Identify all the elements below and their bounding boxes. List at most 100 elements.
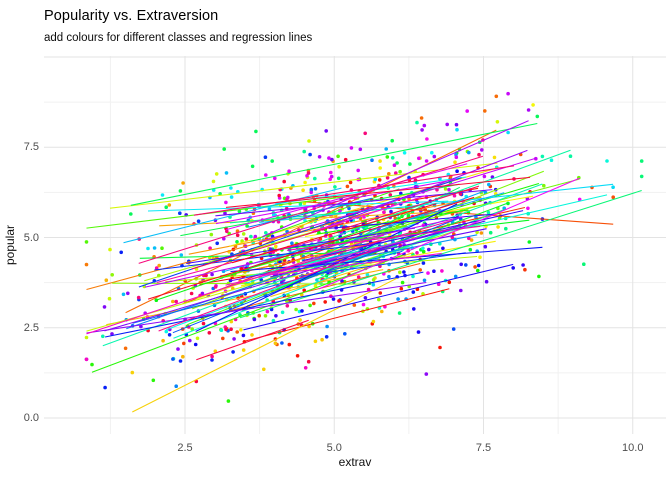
scatter-point: [273, 176, 277, 181]
scatter-point: [282, 179, 287, 184]
regression-line: [156, 221, 387, 301]
scatter-point: [271, 318, 276, 323]
scatter-point: [542, 183, 546, 188]
scatter-point: [157, 263, 161, 268]
scatter-point: [487, 182, 491, 187]
scatter-point: [252, 317, 257, 322]
scatter-point: [468, 247, 473, 252]
regression-line: [123, 187, 342, 244]
scatter-point: [250, 333, 254, 337]
scatter-point: [200, 291, 205, 296]
scatter-point: [482, 174, 487, 179]
regression-lines: [86, 120, 642, 413]
scatter-point: [210, 358, 214, 362]
scatter-point: [415, 120, 419, 125]
scatter-point: [328, 177, 333, 182]
scatter-point: [167, 333, 172, 337]
scatter-point: [207, 331, 212, 335]
scatter-point: [438, 241, 442, 246]
scatter-point: [201, 321, 206, 326]
scatter-point: [577, 197, 582, 202]
scatter-point: [352, 303, 357, 307]
regression-line: [139, 251, 361, 259]
scatter-point: [295, 354, 300, 358]
scatter-point: [101, 334, 105, 339]
scatter-point: [323, 300, 328, 304]
scatter-point: [171, 299, 175, 304]
scatter-point: [377, 178, 382, 182]
scatter-point: [160, 193, 165, 197]
scatter-point: [443, 187, 448, 191]
regression-line: [191, 222, 344, 270]
regression-line: [302, 210, 524, 262]
scatter-point: [294, 307, 298, 312]
scatter-point: [178, 359, 183, 363]
regression-line: [365, 178, 579, 237]
scatter-point: [119, 250, 123, 255]
scatter-point: [568, 154, 573, 158]
scatter-point: [526, 206, 530, 211]
chart-title: Popularity vs. Extraversion: [44, 8, 219, 24]
scatter-point: [231, 350, 235, 354]
regression-line: [193, 165, 515, 216]
scatter-point: [523, 267, 527, 272]
regression-line: [225, 176, 531, 208]
scatter-point: [399, 286, 404, 291]
scatter-point: [222, 236, 226, 241]
scatter-point: [305, 174, 309, 178]
scatter-point: [277, 193, 282, 198]
scatter-point: [280, 310, 285, 315]
scatter-point: [417, 156, 421, 161]
scatter-point: [225, 229, 229, 234]
scatter-point: [239, 328, 243, 332]
scatter-point: [257, 313, 262, 318]
scatter-point: [421, 292, 425, 296]
scatter-point: [418, 268, 423, 272]
scatter-point: [365, 272, 370, 277]
scatter-point: [421, 261, 426, 265]
scatter-point: [432, 154, 437, 159]
scatter-point: [392, 163, 397, 167]
regression-line: [196, 319, 309, 361]
scatter-point: [605, 159, 609, 163]
scatter-point: [306, 171, 311, 175]
y-tick-label: 2.5: [23, 321, 39, 334]
regression-line: [86, 281, 427, 334]
scatter-point: [245, 224, 249, 228]
scatter-point: [84, 262, 89, 267]
scatter-point: [320, 337, 324, 342]
scatter-point: [108, 247, 112, 252]
regression-line: [86, 194, 358, 229]
scatter-point: [254, 129, 258, 134]
scatter-point: [337, 299, 341, 303]
scatter-point: [196, 219, 201, 223]
scatter-point: [164, 329, 169, 334]
regression-line: [239, 189, 642, 319]
scatter-point: [307, 324, 311, 329]
scatter-point: [290, 241, 294, 245]
scatter-point: [129, 212, 133, 216]
scatter-point: [171, 357, 175, 361]
scatter-point: [451, 327, 456, 331]
scatter-point: [164, 205, 168, 209]
scatter-point: [639, 174, 644, 179]
scatter-point: [343, 332, 347, 336]
scatter-point: [329, 174, 334, 179]
scatter-point: [160, 246, 164, 250]
scatter-point: [371, 319, 376, 324]
scatter-point: [382, 210, 386, 214]
regression-line: [341, 185, 480, 230]
scatter-point: [309, 187, 314, 192]
scatter-point: [265, 309, 270, 314]
scatter-point: [490, 175, 495, 179]
scatter-point: [422, 123, 427, 128]
scatter-point: [121, 292, 126, 297]
scatter-point: [224, 171, 229, 175]
scatter-point: [214, 172, 219, 176]
scatter-point: [224, 327, 228, 332]
regression-line: [132, 277, 398, 413]
scatter-point: [483, 109, 487, 113]
regression-line: [299, 252, 466, 277]
regression-line: [86, 234, 385, 335]
scatter-point: [313, 339, 318, 344]
